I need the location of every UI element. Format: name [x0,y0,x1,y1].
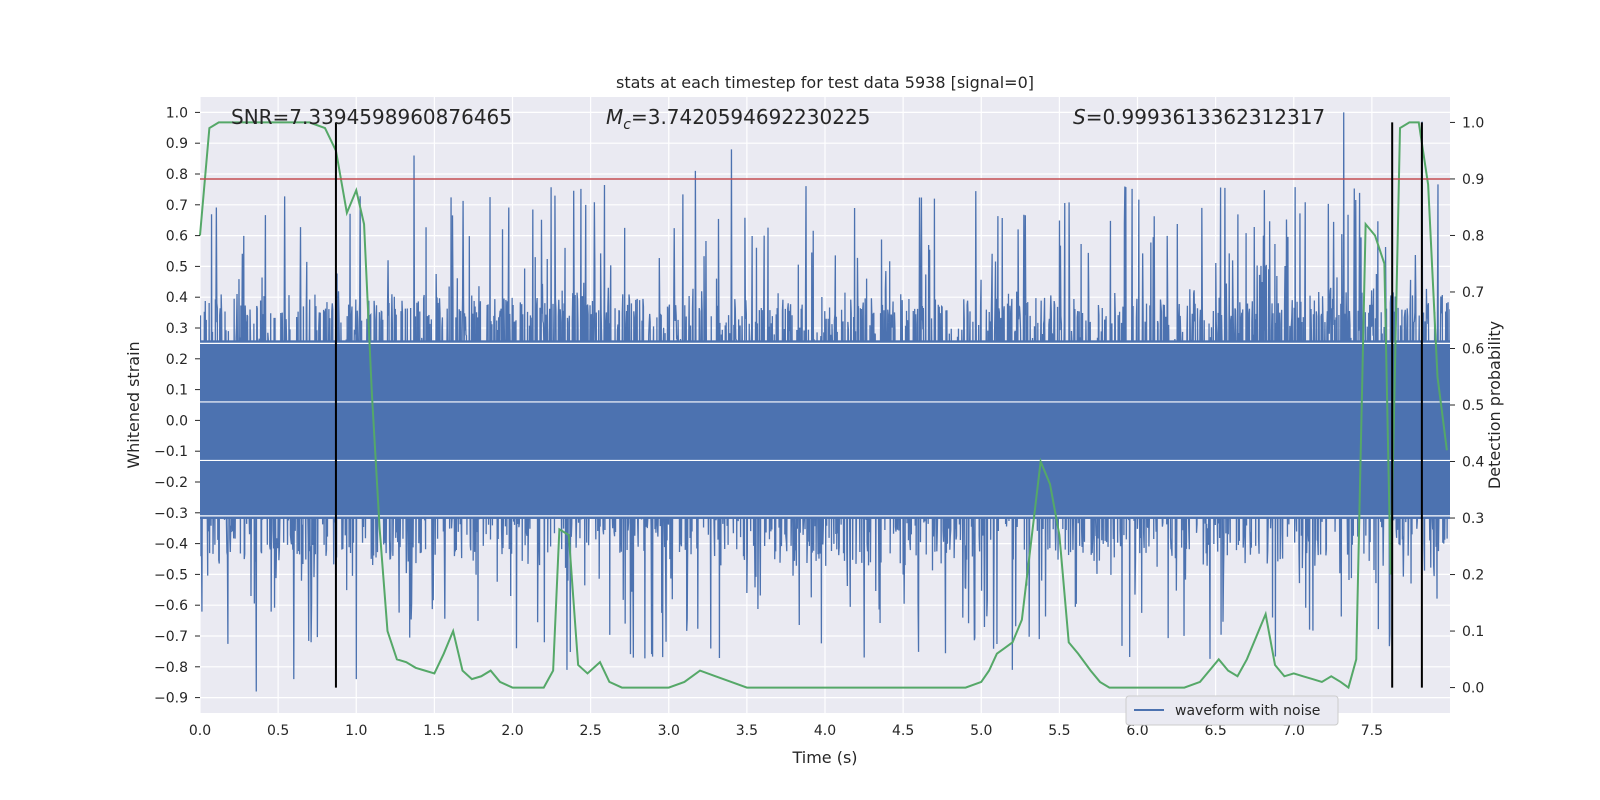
y-right-tick-label: 0.5 [1462,398,1484,414]
x-tick-label: 3.0 [658,723,680,739]
marker-lines [200,122,1450,688]
score-value: =0.9993613362312317 [1086,105,1325,129]
chart-title: stats at each timestep for test data 593… [616,73,1034,92]
y-tick-label: 0.5 [166,259,188,275]
y-tick-label: −0.6 [154,598,188,614]
chirp-mass-annotation: Mc=3.7420594692230225 [606,105,870,133]
y-tick-label: −0.5 [154,567,188,583]
x-tick-label: 3.5 [736,723,758,739]
y-right-tick-label: 0.9 [1462,172,1484,188]
chirp-mass-value: =3.7420594692230225 [631,105,870,129]
y-tick-label: 0.8 [166,167,188,183]
y-right-tick-label: 0.6 [1462,341,1484,357]
y-tick-label: 0.6 [166,229,188,245]
x-tick-label: 0.5 [267,723,289,739]
y-tick-label: 0.1 [166,383,188,399]
y-tick-label: −0.2 [154,475,188,491]
y-tick-label: 0.4 [166,290,188,306]
y-tick-label: 0.3 [166,321,188,337]
score-annotation: S=0.9993613362312317 [1073,105,1325,129]
x-tick-label: 2.5 [579,723,601,739]
x-tick-label: 5.5 [1048,723,1070,739]
chirp-mass-subscript: c [623,117,631,133]
y-right-tick-label: 0.8 [1462,228,1484,244]
y-axis-right-label: Detection probability [1485,321,1504,489]
y-tick-label: 0.7 [166,198,188,214]
x-tick-label: 7.0 [1283,723,1305,739]
y-right-tick-label: 0.0 [1462,681,1484,697]
y-right-tick-label: 1.0 [1462,115,1484,131]
y-tick-label: −0.1 [154,444,188,460]
y-tick-label: 1.0 [166,105,188,121]
x-tick-label: 6.5 [1204,723,1226,739]
x-axis-label: Time (s) [791,748,857,767]
legend: waveform with noise [1125,695,1339,726]
x-tick-label: 5.0 [970,723,992,739]
y-right-tick-label: 0.2 [1462,568,1484,584]
x-tick-label: 1.0 [345,723,367,739]
x-tick-label: 2.0 [501,723,523,739]
y-tick-label: 0.2 [166,352,188,368]
snr-annotation: SNR=7.3394598960876465 [231,105,512,129]
y-axis-right-ticks: 1.0 0.9 0.8 0.7 0.6 0.5 0.4 0.3 0.2 0.1 0.0 [1450,115,1484,697]
waveform-core-band [200,340,1450,519]
y-right-tick-label: 0.7 [1462,285,1484,301]
x-tick-label: 6.0 [1126,723,1148,739]
x-tick-label: 7.5 [1361,723,1383,739]
chirp-mass-symbol: M [606,105,623,129]
y-tick-label: −0.9 [154,691,188,707]
y-tick-label: −0.4 [154,537,188,553]
probability-series [199,121,1448,690]
y-right-tick-label: 0.1 [1462,624,1484,640]
y-tick-label: −0.8 [154,660,188,676]
y-tick-label: 0.9 [166,136,188,152]
x-tick-label: 4.0 [814,723,836,739]
x-tick-label: 0.0 [189,723,211,739]
y-right-tick-label: 0.3 [1462,511,1484,527]
x-tick-label: 1.5 [423,723,445,739]
y-axis-ticks: 1.0 0.9 0.8 0.7 0.6 0.5 0.4 0.3 0.2 0.1 0.0 −0.1 −0.… [154,105,200,707]
y-tick-label: 0.0 [166,413,188,429]
y-tick-label: −0.7 [154,629,188,645]
waveform-series [200,112,1450,692]
score-symbol: S [1073,105,1086,129]
y-tick-label: −0.3 [154,506,188,522]
probability-line [199,121,1448,690]
x-tick-label: 4.5 [892,723,914,739]
legend-box [1125,695,1339,726]
y-axis-label: Whitened strain [124,341,143,468]
legend-label-waveform: waveform with noise [1175,703,1320,719]
y-right-tick-label: 0.4 [1462,455,1484,471]
x-axis-ticks: 0.0 0.5 1.0 1.5 2.0 2.5 3.0 3.5 4.0 4.5 5.0 5.5 6.0 6… [189,723,1383,739]
